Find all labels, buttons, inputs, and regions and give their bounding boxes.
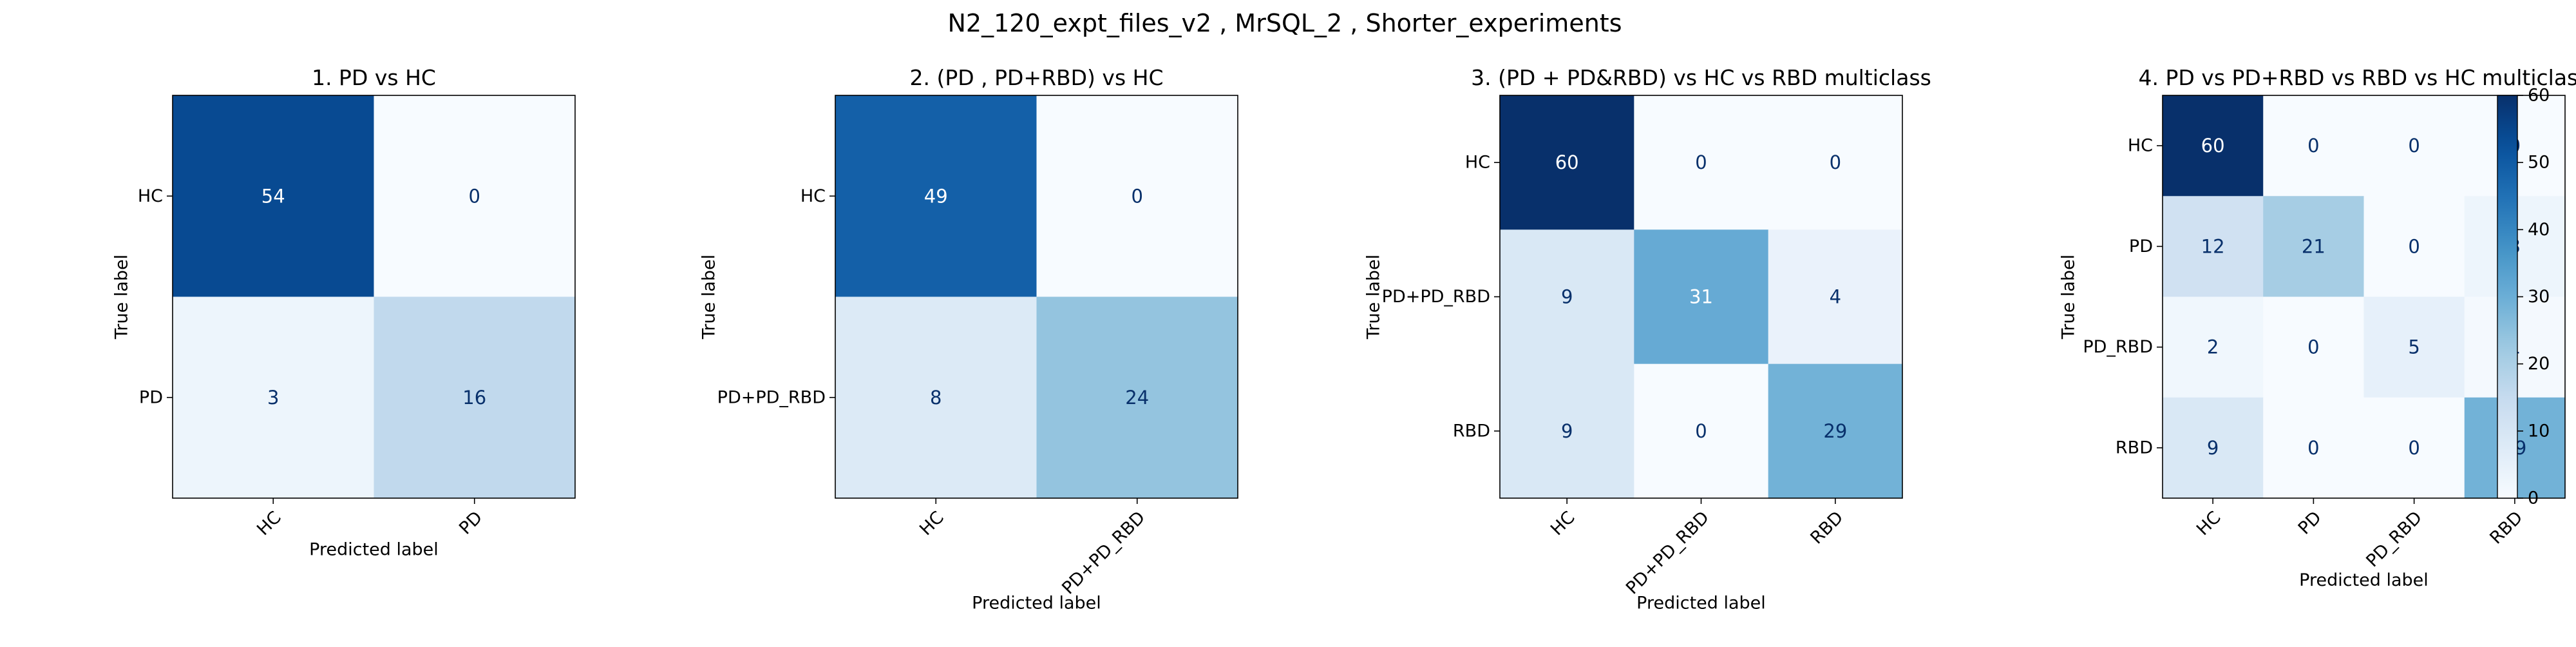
matrix-cell [2263, 95, 2365, 197]
cell-value-label: 9 [1561, 420, 1573, 442]
colorbar-tick-label: 60 [2528, 86, 2550, 106]
y-axis-label: True label [112, 255, 132, 340]
matrix-cell [1634, 95, 1769, 230]
matrix-cell [2363, 397, 2465, 499]
cell-value-label: 3 [267, 387, 279, 409]
cell-value-label: 21 [2302, 235, 2325, 257]
y-axis-label: True label [1363, 255, 1383, 340]
figure-title: N2_120_expt_files_v2 , MrSQL_2 , Shorter… [948, 9, 1622, 37]
cell-value-label: 29 [1823, 420, 1847, 442]
x-axis-label: Predicted label [972, 593, 1101, 613]
subplot-title: 2. (PD , PD+RBD) vs HC [909, 65, 1163, 90]
matrix-cell [2163, 95, 2264, 197]
matrix-cell [2263, 196, 2365, 298]
cell-value-label: 8 [930, 387, 942, 409]
y-axis-label: True label [699, 255, 719, 340]
matrix-cell [2163, 196, 2264, 298]
cell-value-label: 0 [2307, 135, 2319, 157]
matrix-cell [2263, 397, 2365, 499]
cell-value-label: 0 [1695, 151, 1707, 173]
colorbar [2497, 95, 2518, 499]
subplot-title: 4. PD vs PD+RBD vs RBD vs HC multiclass [2139, 65, 2576, 90]
colorbar-tick-label: 40 [2528, 220, 2550, 240]
colorbar-tick-label: 50 [2528, 153, 2550, 173]
cell-value-label: 0 [2408, 235, 2420, 257]
matrix-cell [1036, 296, 1238, 499]
x-axis-label: Predicted label [1636, 593, 1766, 613]
cell-value-label: 0 [2408, 437, 2420, 459]
cell-value-label: 5 [2408, 336, 2420, 358]
y-axis-label: True label [2059, 255, 2079, 340]
cell-value-label: 31 [1689, 286, 1713, 308]
cell-value-label: 9 [2207, 437, 2219, 459]
y-tick-label: RBD [2116, 438, 2153, 458]
matrix-cell [1036, 95, 1238, 298]
cell-value-label: 60 [2201, 135, 2225, 157]
y-tick-label: HC [138, 186, 163, 206]
matrix-cell [374, 95, 576, 298]
matrix-cell [1500, 95, 1634, 230]
axes-frame [835, 95, 1238, 499]
y-tick-label: PD [139, 387, 163, 407]
cell-value-label: 0 [2307, 336, 2319, 358]
matrix-cell [1768, 95, 1903, 230]
cell-value-label: 0 [2307, 437, 2319, 459]
cell-value-label: 2 [2207, 336, 2219, 358]
subplot-title: 3. (PD + PD&RBD) vs HC vs RBD multiclass [1471, 65, 1931, 90]
cell-value-label: 16 [462, 387, 486, 409]
cell-value-label: 4 [1830, 286, 1841, 308]
matrix-cell [2263, 296, 2365, 398]
y-tick-label: PD_RBD [2083, 337, 2153, 357]
y-tick-label: HC [1465, 153, 1490, 173]
matrix-cell [2363, 196, 2465, 298]
matrix-cell [1768, 363, 1903, 499]
cell-value-label: 49 [924, 185, 948, 207]
cell-value-label: 0 [469, 185, 480, 207]
colorbar-tick-label: 20 [2528, 354, 2550, 374]
cell-value-label: 54 [261, 185, 285, 207]
matrix-cell [2363, 296, 2465, 398]
subplot-title: 1. PD vs HC [312, 65, 436, 90]
axes-frame [172, 95, 576, 499]
colorbar-tick-label: 0 [2528, 488, 2539, 508]
matrix-cell [1500, 363, 1634, 499]
matrix-cell [173, 296, 375, 499]
cell-value-label: 9 [1561, 286, 1573, 308]
matrix-cell [1500, 229, 1634, 365]
matrix-cell [835, 296, 1037, 499]
y-tick-label: PD+PD_RBD [1382, 287, 1490, 307]
cell-value-label: 0 [2408, 135, 2420, 157]
matrix-cell [1634, 363, 1769, 499]
matrix-cell [374, 296, 576, 499]
x-axis-label: Predicted label [2299, 570, 2429, 590]
cell-value-label: 60 [1555, 151, 1579, 173]
matrix-cell [173, 95, 375, 298]
colorbar-tick-label: 10 [2528, 421, 2550, 441]
y-tick-label: RBD [1453, 421, 1490, 441]
y-tick-label: HC [2128, 136, 2153, 156]
cell-value-label: 0 [1132, 185, 1143, 207]
y-tick-label: HC [800, 186, 826, 206]
cell-value-label: 24 [1125, 387, 1149, 409]
y-tick-label: PD+PD_RBD [717, 387, 826, 407]
matrix-cell [1634, 229, 1769, 365]
matrix-cell [1768, 229, 1903, 365]
matrix-cell [835, 95, 1037, 298]
cell-value-label: 0 [1830, 151, 1841, 173]
matrix-cell [2163, 397, 2264, 499]
matrix-cell [2163, 296, 2264, 398]
x-axis-label: Predicted label [309, 540, 439, 560]
cell-value-label: 12 [2201, 235, 2225, 257]
y-tick-label: PD [2129, 237, 2153, 256]
cell-value-label: 0 [1695, 420, 1707, 442]
axes-frame [2162, 95, 2566, 499]
matrix-cell [2363, 95, 2465, 197]
colorbar-tick-label: 30 [2528, 287, 2550, 307]
